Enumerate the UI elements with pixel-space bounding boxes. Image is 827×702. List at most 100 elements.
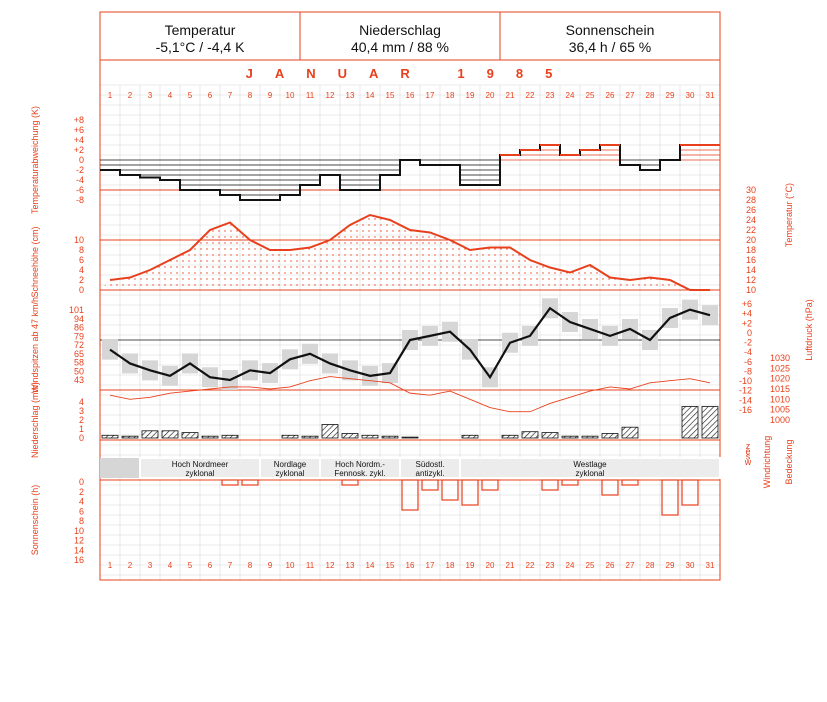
- tick-pressure-deviation: +6: [742, 299, 752, 309]
- header-temperature-title: Temperatur: [164, 22, 236, 38]
- precip-bar: [221, 434, 239, 439]
- tick-temperature: 24: [746, 215, 756, 225]
- axis-label-snow: Schneehöhe (cm): [30, 226, 40, 297]
- day-label-bottom: 24: [566, 561, 575, 570]
- tick-temperature: 12: [746, 275, 756, 285]
- tick-pressure-deviation: 0: [747, 328, 752, 338]
- header-temperature: Temperatur -5,1°C / -4,4 K: [100, 14, 300, 58]
- tick-sunshine: 0: [79, 477, 84, 487]
- tick-temp-deviation: +8: [74, 115, 84, 125]
- day-label-bottom: 4: [168, 561, 173, 570]
- tick-wind-direction: z: [746, 441, 751, 451]
- day-label-bottom: 16: [406, 561, 415, 570]
- day-label-bottom: 8: [248, 561, 253, 570]
- day-label-bottom: 7: [228, 561, 233, 570]
- sunshine-bar: [681, 479, 699, 506]
- tick-sunshine: 8: [79, 516, 84, 526]
- day-label-top: 12: [326, 91, 335, 100]
- tick-sunshine: 2: [79, 487, 84, 497]
- precip-bar: [361, 434, 379, 439]
- weather-type-label: antizykl.: [416, 469, 445, 478]
- tick-wind: 65: [74, 349, 84, 359]
- precip-bar: [541, 432, 559, 439]
- tick-sunshine: 6: [79, 506, 84, 516]
- sunshine-bar: [221, 479, 239, 486]
- day-label-bottom: 11: [306, 561, 315, 570]
- tick-precip: 1: [79, 424, 84, 434]
- day-label-top: 5: [188, 91, 193, 100]
- tick-temp-deviation: -6: [76, 185, 84, 195]
- tick-temperature: 28: [746, 195, 756, 205]
- day-label-top: 25: [586, 91, 595, 100]
- axis-label-temp-deviation: Temperaturabweichung (K): [30, 106, 40, 214]
- tick-temperature: 16: [746, 255, 756, 265]
- precip-bar: [681, 406, 699, 439]
- weather-type-label: Hoch Nordm.-: [335, 460, 385, 469]
- day-label-top: 27: [626, 91, 635, 100]
- day-label-top: 30: [686, 91, 695, 100]
- day-label-bottom: 19: [466, 561, 475, 570]
- series-wind-gusts: [109, 306, 711, 382]
- day-label-bottom: 2: [128, 561, 133, 570]
- sunshine-bar: [401, 479, 419, 511]
- sunshine-bar: [421, 479, 439, 491]
- tick-wind-direction: e: [745, 446, 750, 456]
- precip-bar: [141, 430, 159, 439]
- day-label-top: 2: [128, 91, 133, 100]
- weather-type-label: Westlage: [573, 460, 607, 469]
- precip-bar: [461, 434, 479, 439]
- series-temperature: [109, 213, 710, 291]
- day-label-top: 11: [306, 91, 315, 100]
- tick-temp-deviation: +6: [74, 125, 84, 135]
- header-sunshine-title: Sonnenschein: [565, 22, 655, 38]
- axis-label-wind-direction: Windrichtung: [762, 436, 772, 489]
- precip-bar: [581, 435, 599, 439]
- tick-sunshine: 16: [74, 555, 84, 565]
- weather-type-label: zyklonal: [276, 469, 305, 478]
- sunshine-bar: [621, 479, 639, 486]
- precip-bar: [521, 431, 539, 439]
- header-precipitation-title: Niederschlag: [359, 22, 441, 38]
- day-label-bottom: 15: [386, 561, 395, 570]
- day-label-top: 8: [248, 91, 253, 100]
- tick-precip: 2: [79, 415, 84, 425]
- tick-precip: 0: [79, 433, 84, 443]
- day-label-top: 7: [228, 91, 233, 100]
- tick-temperature: 10: [746, 285, 756, 295]
- header-temperature-value: -5,1°C / -4,4 K: [155, 39, 245, 55]
- day-label-top: 20: [486, 91, 495, 100]
- tick-temperature: 20: [746, 235, 756, 245]
- tick-sunshine: 14: [74, 545, 84, 555]
- day-label-bottom: 25: [586, 561, 595, 570]
- tick-pressure: 1010: [770, 394, 790, 404]
- tick-precip: 4: [79, 397, 84, 407]
- sunshine-bar: [541, 479, 559, 491]
- sunshine-bar: [461, 479, 479, 506]
- tick-pressure-deviation: -14: [739, 395, 752, 405]
- tick-wind: 50: [74, 366, 84, 376]
- day-label-top: 21: [506, 91, 515, 100]
- tick-snow: 6: [79, 255, 84, 265]
- header-precipitation-value: 40,4 mm / 88 %: [350, 39, 450, 55]
- tick-pressure-deviation: -16: [739, 405, 752, 415]
- day-label-top: 31: [706, 91, 715, 100]
- day-label-top: 9: [268, 91, 273, 100]
- precip-bar: [321, 424, 339, 439]
- header-sunshine-value: 36,4 h / 65 %: [568, 39, 652, 55]
- tick-pressure: 1025: [770, 363, 790, 373]
- tick-pressure: 1000: [770, 415, 790, 425]
- day-label-top: 4: [168, 91, 173, 100]
- precip-bar: [381, 435, 399, 439]
- tick-snow: 8: [79, 245, 84, 255]
- series-temp-deviation: [100, 144, 720, 201]
- precip-bar: [701, 406, 719, 439]
- day-label-bottom: 1: [108, 561, 113, 570]
- day-label-top: 13: [346, 91, 355, 100]
- tick-temp-deviation: -8: [76, 195, 84, 205]
- tick-pressure-deviation: +2: [742, 318, 752, 328]
- tick-temp-deviation: +4: [74, 135, 84, 145]
- day-label-top: 22: [526, 91, 535, 100]
- axis-label-wind: Windspitzen ab 47 km/h: [30, 297, 40, 393]
- precip-bar: [501, 434, 519, 439]
